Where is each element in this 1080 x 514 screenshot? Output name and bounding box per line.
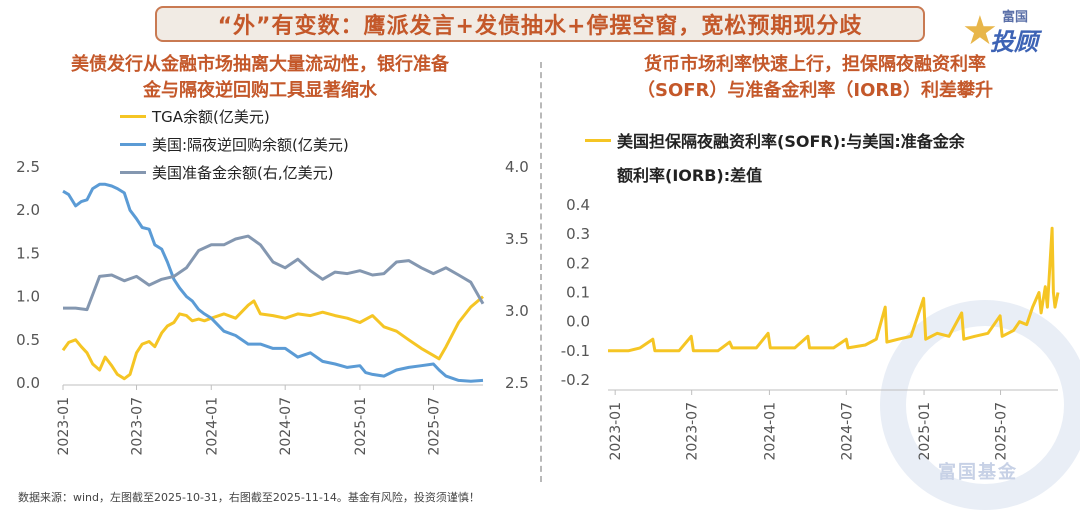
legend-swatch-tga: [120, 115, 146, 118]
x-tick-label: 2024-01: [762, 402, 778, 461]
legend-label-sofr-2: 额利率(IORB):差值: [617, 166, 763, 185]
x-tick-label: 2024-07: [278, 397, 294, 456]
y-tick-label: -0.2: [561, 371, 590, 389]
y-tick-label: 0.0: [566, 313, 590, 331]
right-title-line-1: 货币市场利率快速上行，担保隔夜融资利率: [644, 54, 986, 75]
right-chart-title: 货币市场利率快速上行，担保隔夜融资利率 （SOFR）与准备金利率（IORB）利差…: [560, 52, 1070, 104]
y-tick-label: -0.1: [561, 342, 590, 360]
legend-reserves: 美国准备金余额(右,亿美元): [120, 162, 333, 183]
legend-sofr-row-1: 美国担保隔夜融资利率(SOFR):与美国:准备金余: [585, 128, 965, 152]
logo-line-1: 富国: [1002, 10, 1029, 25]
fuguo-logo: ★ 富国 投顾: [960, 4, 1076, 56]
logo-line-2: 投顾: [990, 28, 1038, 56]
series-line-2: [63, 234, 485, 312]
right-chart: -0.2 -0.1 0.0 0.1 0.2 0.3 0.4 2023-01 2023-07 202…: [561, 196, 1060, 461]
x-tick-label: 2023-01: [608, 402, 624, 461]
legend-swatch-rrp: [120, 143, 146, 146]
series-line-0: [608, 226, 1060, 353]
star-icon: ★: [962, 8, 998, 54]
y-tick-label: 0.0: [16, 374, 40, 392]
y-tick-label: 0.1: [566, 284, 590, 302]
chart-divider: [540, 62, 542, 482]
x-tick-label: 2023-07: [685, 402, 701, 461]
x-tick-label: 2025-07: [994, 402, 1010, 461]
x-tick-label: 2024-07: [839, 402, 855, 461]
legend-label-sofr-1: 美国担保隔夜融资利率(SOFR):与美国:准备金余: [617, 132, 965, 151]
x-tick-label: 2023-01: [56, 397, 72, 456]
legend-label-rrp: 美国:隔夜逆回购余额(亿美元): [152, 136, 349, 154]
banner-title: “外”有变数：鹰派发言+发债抽水+停摆空窗，宽松预期现分歧: [155, 6, 925, 42]
left-chart: 0.0 0.5 1.0 1.5 2.0 2.5 2.5 3.0 3.5 4.0 2023-01 202…: [16, 158, 529, 456]
series-line-1: [62, 182, 484, 383]
legend-swatch-reserves: [120, 171, 146, 174]
left-title-line-2: 金与隔夜逆回购工具显著缩水: [143, 80, 377, 101]
left-title-line-1: 美债发行从金融市场抽离大量流动性，银行准备: [71, 54, 449, 75]
x-tick-label: 2025-01: [917, 402, 933, 461]
y-tick-label: 0.2: [566, 254, 590, 272]
footer-source: 数据来源：wind，左图截至2025-10-31，右图截至2025-11-14。…: [18, 491, 480, 504]
y-tick-label: 2.5: [16, 158, 40, 176]
y-right-tick-label: 4.0: [505, 158, 529, 176]
watermark-text: 富国基金: [938, 462, 1018, 483]
left-chart-title: 美债发行从金融市场抽离大量流动性，银行准备 金与隔夜逆回购工具显著缩水: [10, 52, 510, 104]
x-tick-label: 2025-01: [353, 397, 369, 456]
legend-tga: TGA余额(亿美元): [120, 106, 270, 127]
x-tick-label: 2024-01: [204, 397, 220, 456]
y-right-tick-label: 3.5: [505, 230, 529, 248]
y-tick-label: 0.5: [16, 331, 40, 349]
y-right-tick-label: 2.5: [505, 374, 529, 392]
y-tick-label: 0.3: [566, 225, 590, 243]
y-tick-label: 1.0: [16, 288, 40, 306]
legend-rrp: 美国:隔夜逆回购余额(亿美元): [120, 134, 349, 155]
y-tick-label: 1.5: [16, 244, 40, 262]
y-tick-label: 2.0: [16, 201, 40, 219]
legend-sofr: 美国担保隔夜融资利率(SOFR):与美国:准备金余 额利率(IORB):差值: [585, 128, 965, 186]
y-right-tick-label: 3.0: [505, 302, 529, 320]
legend-label-reserves: 美国准备金余额(右,亿美元): [152, 164, 334, 182]
x-tick-label: 2023-07: [130, 397, 146, 456]
x-tick-label: 2025-07: [426, 397, 442, 456]
legend-swatch-sofr: [585, 138, 611, 142]
right-title-line-2: （SOFR）与准备金利率（IORB）利差攀升: [637, 80, 993, 101]
legend-label-tga: TGA余额(亿美元): [152, 108, 270, 126]
y-tick-label: 0.4: [566, 196, 590, 214]
